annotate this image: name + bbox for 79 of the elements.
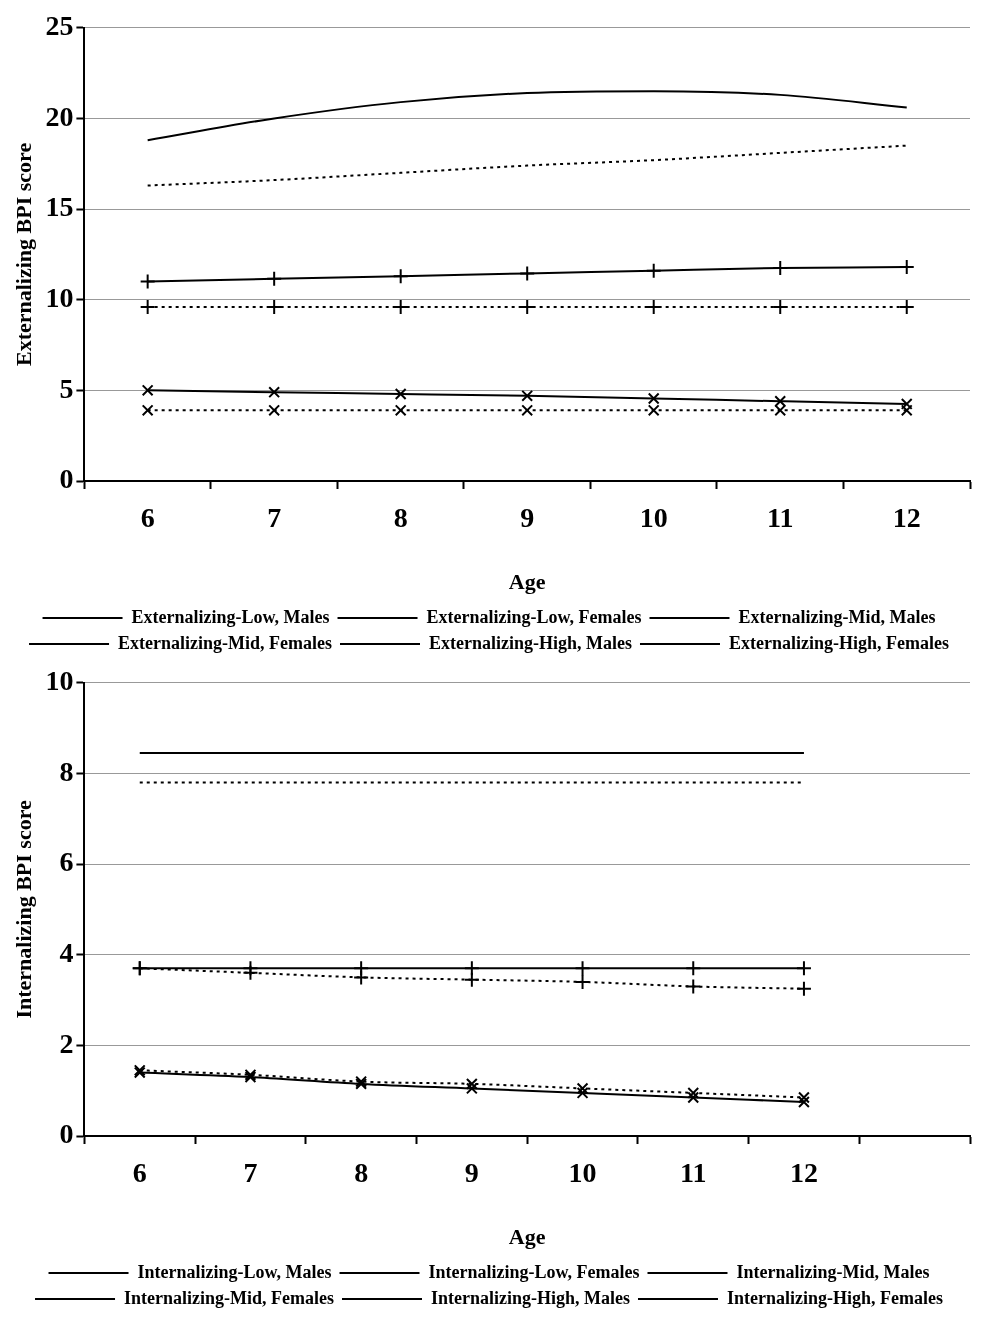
point [465, 1077, 478, 1090]
x-tick-label: 6 [132, 1157, 147, 1189]
point [795, 960, 812, 977]
point [687, 1091, 700, 1104]
legend-label: Internalizing-Mid, Males [736, 1261, 930, 1282]
line-series [146, 144, 908, 187]
point [394, 388, 407, 400]
x-tick-label: 9 [464, 1157, 479, 1189]
x-tick-label: 8 [393, 502, 408, 534]
legend-label: Externalizing-Low, Males [131, 606, 330, 627]
line-series [146, 90, 908, 142]
point [463, 960, 480, 977]
y-axis-title: Internalizing BPI score [10, 799, 36, 1019]
x-tick-label: 6 [140, 502, 155, 534]
legend-label: Internalizing-Low, Females [428, 1261, 640, 1282]
point [465, 1082, 478, 1095]
legend-label: Externalizing-High, Males [429, 632, 632, 653]
x-tick-label: 12 [892, 502, 921, 534]
legend-label: Internalizing-Low, Males [137, 1261, 332, 1282]
y-tick-label: 15 [45, 191, 74, 223]
y-tick-label: 0 [59, 463, 74, 495]
y-tick-label: 6 [59, 846, 74, 878]
point [798, 1096, 810, 1108]
legend-label: Externalizing-Mid, Females [118, 632, 333, 653]
x-tick-label: 7 [267, 502, 282, 534]
x-tick-label: 10 [568, 1157, 597, 1189]
point [898, 298, 915, 315]
x-axis-title: Age [508, 569, 546, 595]
x-tick-label: 11 [680, 1157, 707, 1189]
point [139, 298, 156, 315]
point [772, 260, 789, 276]
x-tick-label: 8 [354, 1157, 369, 1189]
x-tick-label: 9 [520, 502, 535, 534]
point [242, 960, 259, 977]
y-tick-label: 25 [45, 10, 74, 42]
point [795, 980, 812, 997]
y-tick-label: 4 [59, 936, 74, 968]
point [521, 404, 534, 417]
point [645, 262, 662, 279]
point [574, 960, 591, 977]
point [898, 259, 915, 276]
point [392, 268, 409, 285]
y-tick-label: 10 [45, 665, 74, 697]
x-tick-label: 11 [766, 502, 794, 534]
point [353, 960, 370, 977]
legend-label: Externalizing-Low, Females [426, 606, 642, 627]
point [268, 386, 281, 399]
point [576, 1082, 589, 1095]
y-tick-label: 5 [59, 372, 74, 404]
point [685, 978, 702, 995]
y-tick-label: 2 [59, 1027, 74, 1059]
point [772, 298, 789, 315]
x-tick-label: 12 [789, 1157, 818, 1189]
legend-label: Internalizing-High, Females [726, 1287, 943, 1308]
legend-label: Internalizing-Mid, Females [124, 1287, 335, 1308]
x-tick-label: 10 [639, 502, 668, 534]
point [685, 960, 702, 977]
point [266, 270, 283, 287]
point [139, 273, 156, 290]
y-tick-label: 8 [59, 755, 74, 787]
legend-label: Externalizing-High, Females [728, 632, 949, 653]
legend-label: Externalizing-Mid, Males [738, 606, 936, 627]
point [141, 404, 154, 417]
y-tick-label: 20 [45, 100, 74, 132]
x-tick-label: 7 [243, 1157, 258, 1189]
y-axis-title: Externalizing BPI score [10, 142, 36, 367]
point [521, 389, 534, 402]
point [687, 1087, 700, 1099]
point [574, 973, 591, 990]
point [576, 1087, 589, 1099]
y-tick-label: 10 [45, 281, 74, 313]
point [798, 1091, 810, 1104]
y-tick-label: 0 [59, 1118, 74, 1150]
legend-label: Internalizing-High, Males [431, 1287, 630, 1308]
point [268, 404, 281, 417]
point [141, 384, 154, 397]
point [519, 265, 536, 282]
point [394, 404, 407, 417]
x-axis-title: Age [508, 1224, 546, 1250]
